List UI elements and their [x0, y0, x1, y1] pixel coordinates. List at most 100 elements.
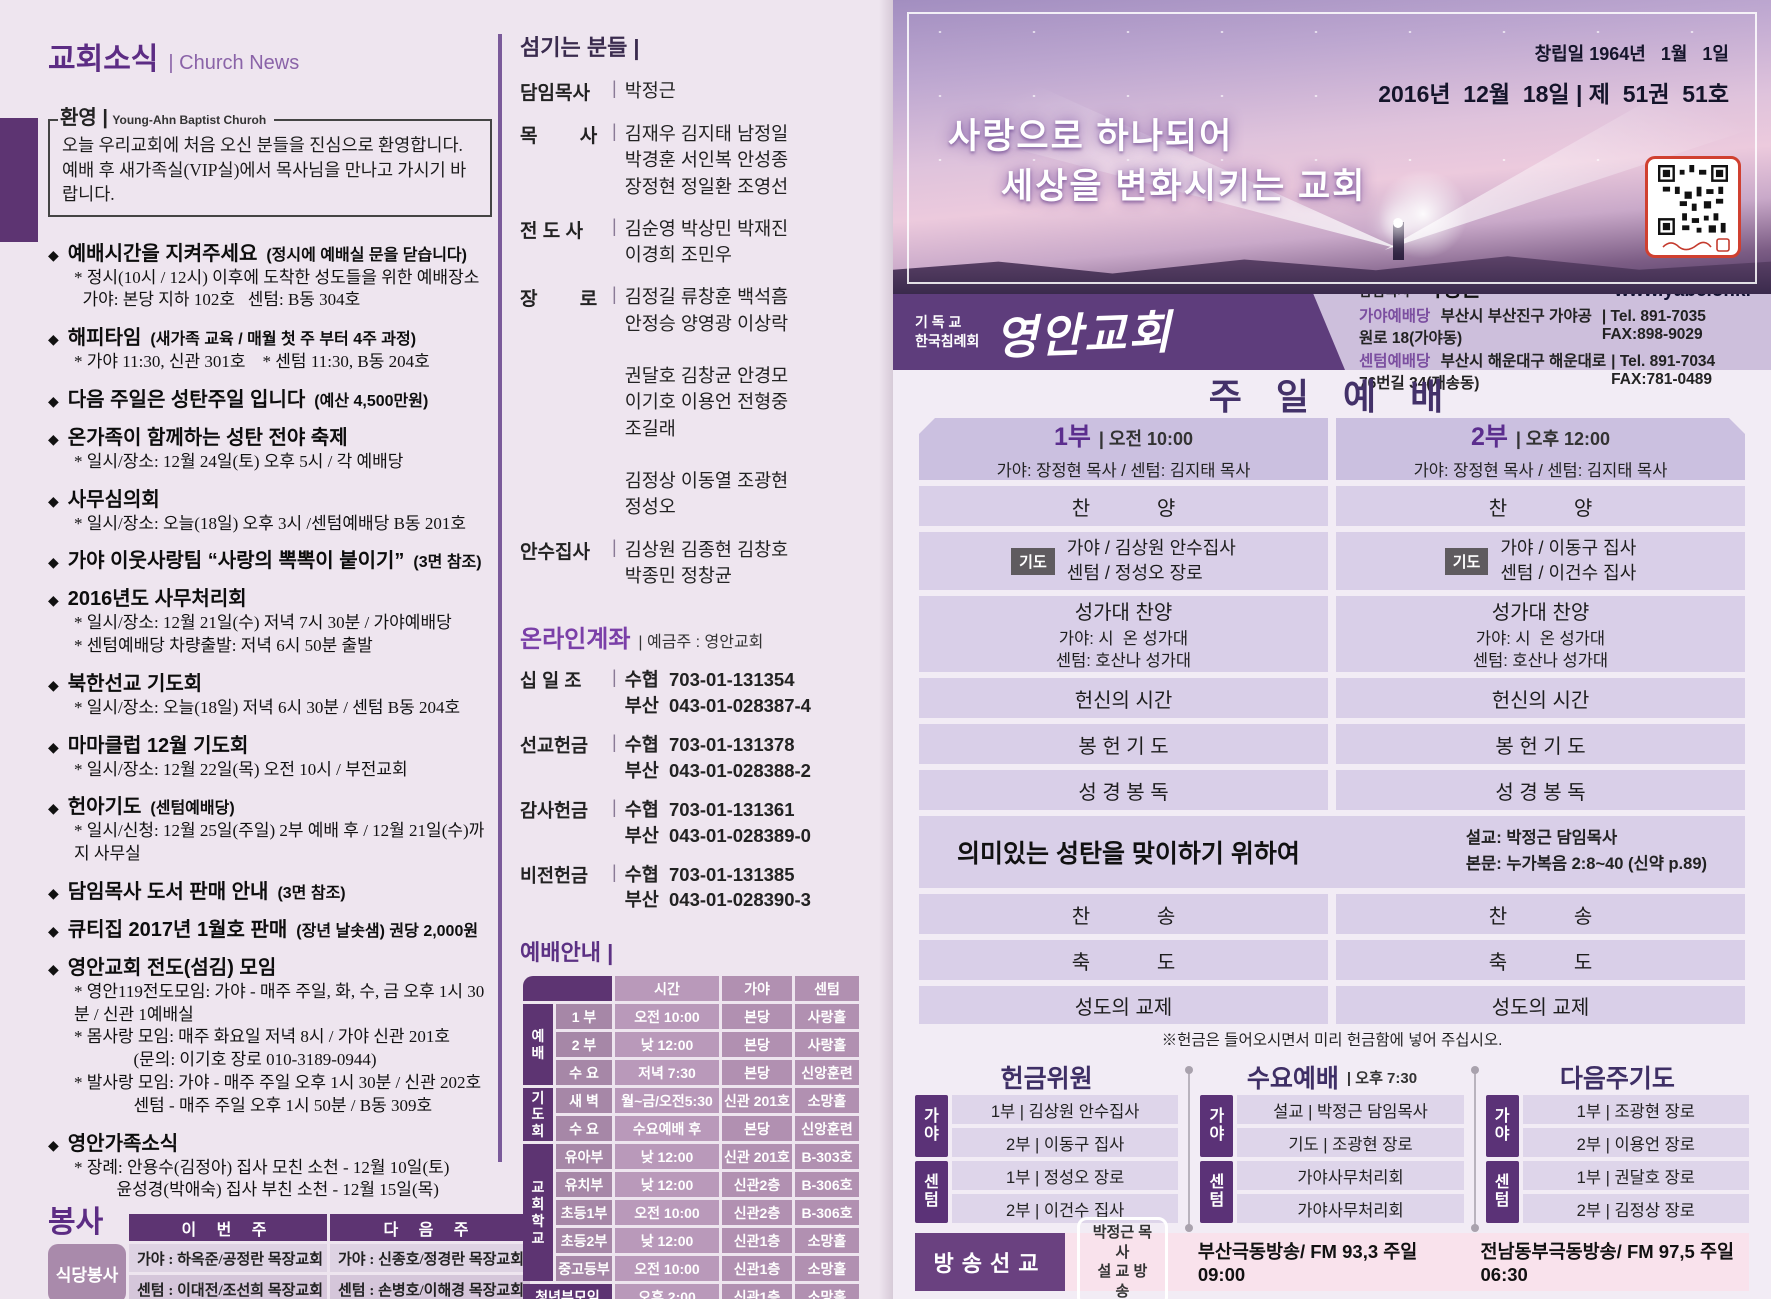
committee-cell: 기도 | 조광현 장로: [1237, 1128, 1464, 1157]
lighthouse-lamp: [1392, 218, 1403, 228]
guide-name: 초등1부: [556, 1200, 612, 1226]
sermon-row: 의미있는 성탄을 맞이하기 위하여 설교: 박정근 담임목사 본문: 누가복음 …: [919, 816, 1745, 888]
service-title: 봉사: [48, 1206, 104, 1240]
diamond-bullet-icon: ◆: [48, 246, 59, 263]
dedication-row: 헌신의 시간 헌신의 시간: [919, 678, 1745, 718]
service-col-this-week: 이 번 주: [129, 1214, 327, 1242]
broadcast-info-busan: 부산극동방송/ FM 93,3 주일 09:00: [1197, 1241, 1418, 1285]
church-news-column: 교회소식 | Church News 환영 | Young-Ahn Baptis…: [0, 0, 530, 1299]
guide-corner-cell: [523, 976, 612, 1002]
lighthouse-glow: [1377, 168, 1468, 259]
guide-group-school: 교 회 학 교: [523, 1144, 553, 1282]
guide-head-gaya: 가야: [722, 976, 792, 1002]
choir-names: 가야: 시 온 성가대 센텀: 호산나 성가대: [1472, 629, 1609, 670]
wednesday-worship-section: 수요예배 | 오후 7:30 가 야 설교 | 박정근 담임목사 기도 | 조광…: [1200, 1059, 1464, 1227]
guide-name: 유아부: [556, 1144, 612, 1170]
gaya-label: 가 야: [915, 1095, 948, 1157]
diamond-bullet-icon: ◆: [48, 492, 59, 509]
campus1-address-group: 가야예배당 부산시 부산진구 가야공원로 18(가야동): [1359, 304, 1602, 348]
serving-names: 김순영 박상민 박재진 이경희 조민우: [624, 217, 789, 266]
diamond-bullet-icon: ◆: [48, 800, 59, 817]
account-divider: |: [612, 861, 617, 882]
praise-cell: 찬 양: [1336, 486, 1745, 526]
prayer-leaders: 가야 / 이동구 집사 센텀 / 이건수 집사: [1500, 537, 1637, 583]
campus1-address: 부산시 부산진구 가야공원로 18(가야동): [1359, 308, 1592, 347]
news-item-title-row: ◆ 헌아기도 (센텀예배당): [48, 790, 492, 819]
campus2-row: 센텀예배당 부산시 해운대구 해운대로 76번길 34(재송동) | Tel. …: [1359, 349, 1753, 393]
guide-time: 낮 12:00: [615, 1172, 719, 1198]
news-item-title: 헌아기도: [67, 796, 142, 819]
diamond-bullet-icon: ◆: [48, 676, 59, 693]
news-item-title-row: ◆ 예배시간을 지켜주세요 (정시에 예배실 문을 닫습니다): [48, 237, 492, 266]
news-item-detail: * 정시(10시 / 12시) 이후에 도착한 성도들을 위한 예배장소 가야:…: [74, 267, 480, 310]
guide-group-prayer: 기 도 회: [523, 1088, 553, 1142]
news-item-title: 해피타임: [67, 327, 142, 350]
news-item-title-row: ◆ 북한선교 기도회: [48, 667, 492, 696]
news-item-detail: * 영안119전도모임: 가야 - 매주 주일, 화, 수, 금 오후 1시 3…: [74, 981, 485, 1115]
news-item-note: (정시에 예배실 문을 닫습니다): [266, 246, 467, 264]
rocks-silhouette: [893, 256, 1771, 294]
slogan-line-1: 사랑으로 하나되어: [948, 117, 1234, 156]
section-title: 다음주기도: [1559, 1065, 1675, 1093]
news-item-title-row: ◆ 영안가족소식: [48, 1127, 492, 1156]
guide-gaya: 신관1층: [722, 1228, 792, 1254]
account-numbers: 수협 703-01-131378 부산 043-01-028388-2: [624, 734, 811, 781]
serving-role: 전 도 사: [520, 220, 583, 242]
service-header-row: 1부 | 오전 10:00 가야: 장정현 목사 / 센텀: 김지태 목사 2부…: [919, 418, 1745, 480]
account-numbers: 수협 703-01-131354 부산 043-01-028387-4: [624, 669, 811, 717]
benediction-row: 축 도 축 도: [919, 940, 1745, 980]
campus2-tel: | Tel. 891-7034 FAX:781-0489: [1611, 353, 1716, 388]
centum-group: 센 텀 1부 | 권달호 장로 2부 | 김정상 장로: [1485, 1161, 1749, 1223]
guide-gaya: 신관2층: [722, 1172, 792, 1198]
account-entry: 감사헌금 | 수협 703-01-131361 부산 043-01-028389…: [520, 797, 883, 849]
service2-part: 2부: [1470, 423, 1508, 451]
guide-group-worship: 예 배: [523, 1004, 553, 1086]
account-name: 십 일 조: [520, 670, 582, 692]
hymn-cell: 찬 송: [1336, 894, 1745, 934]
news-item-note: (예산 4,500만원): [314, 392, 429, 410]
bottom-sections: 헌금위원 가 야 1부 | 김상원 안수집사 2부 | 이동구 집사 센 텀 1…: [893, 1059, 1771, 1232]
dedication-cell: 헌신의 시간: [919, 678, 1328, 718]
choir-cell: 성가대 찬양 가야: 시 온 성가대 센텀: 호산나 성가대: [1336, 596, 1745, 672]
serving-names: 박정근: [624, 80, 676, 101]
guide-centum: 신앙훈련: [795, 1116, 859, 1142]
committee-cell: 2부 | 이동구 집사: [952, 1128, 1179, 1157]
committee-cell: 2부 | 이용언 장로: [1522, 1128, 1749, 1157]
guide-centum: 사랑홀: [795, 1004, 859, 1030]
committee-cell: 가야사무처리회: [1237, 1194, 1464, 1223]
serving-names: 김상원 김종현 김창호 박종민 정창균: [624, 538, 789, 586]
welcome-box: 오늘 우리교회에 처음 오신 분들을 진심으로 환영합니다. 예배 후 새가족실…: [48, 119, 492, 217]
news-item-detail: * 일시/장소: 12월 21일(수) 저녁 7시 30분 / 가야예배당 * …: [74, 613, 452, 656]
news-item: ◆ 북한선교 기도회 * 일시/장소: 오늘(18일) 저녁 6시 30분 / …: [48, 667, 492, 720]
account-divider: |: [612, 667, 617, 688]
news-item-title: 큐티집 2017년 1월호 판매: [67, 918, 288, 941]
news-item: ◆ 사무심의회 * 일시/장소: 오늘(18일) 오후 3시 /센텀예배당 B동…: [48, 483, 492, 536]
gaya-rows: 1부 | 김상원 안수집사 2부 | 이동구 집사: [952, 1095, 1179, 1157]
guide-name: 유치부: [556, 1172, 612, 1198]
church-news-header: 교회소식 | Church News: [48, 34, 492, 78]
gaya-rows: 1부 | 조광현 장로 2부 | 이용언 장로: [1522, 1095, 1749, 1157]
fellowship-row: 성도의 교제 성도의 교제: [919, 986, 1745, 1024]
news-item-title-row: ◆ 가야 이웃사랑팀 “사랑의 뽁뽁이 붙이기” (3면 참조): [48, 544, 492, 573]
church-logo-block: 기 독 교 한국침례회 영안교회: [893, 294, 1345, 370]
centum-label: 센 텀: [1200, 1161, 1234, 1223]
wednesday-worship-title: 수요예배 | 오후 7:30: [1200, 1059, 1463, 1095]
guide-gaya: 본당: [722, 1060, 792, 1086]
scripture-cell: 성 경 봉 독: [1336, 770, 1745, 810]
service1-time: | 오전 10:00: [1098, 429, 1194, 449]
gaya-label: 가 야: [1485, 1095, 1519, 1157]
account-divider: |: [612, 732, 617, 753]
service2-time: | 오후 12:00: [1515, 429, 1611, 449]
guide-gaya: 신관1층: [722, 1256, 792, 1282]
news-item: ◆ 온가족이 함께하는 성탄 전야 축제 * 일시/장소: 12월 24일(토)…: [48, 421, 492, 474]
praise-cell: 찬 양: [919, 486, 1328, 526]
guide-centum: 신앙훈련: [795, 1060, 859, 1086]
news-item-title-row: ◆ 온가족이 함께하는 성탄 전야 축제: [48, 421, 492, 450]
prayer-badge: 기도: [1011, 547, 1055, 575]
welcome-label-row: 환영 | Young-Ahn Baptist Churoh: [58, 101, 275, 130]
diamond-bullet-icon: ◆: [48, 922, 59, 939]
centum-group: 센 텀 가야사무처리회 가야사무처리회: [1200, 1161, 1464, 1223]
gaya-label: 가 야: [1200, 1095, 1234, 1157]
news-item-title-row: ◆ 2016년도 사무처리회: [48, 582, 492, 611]
